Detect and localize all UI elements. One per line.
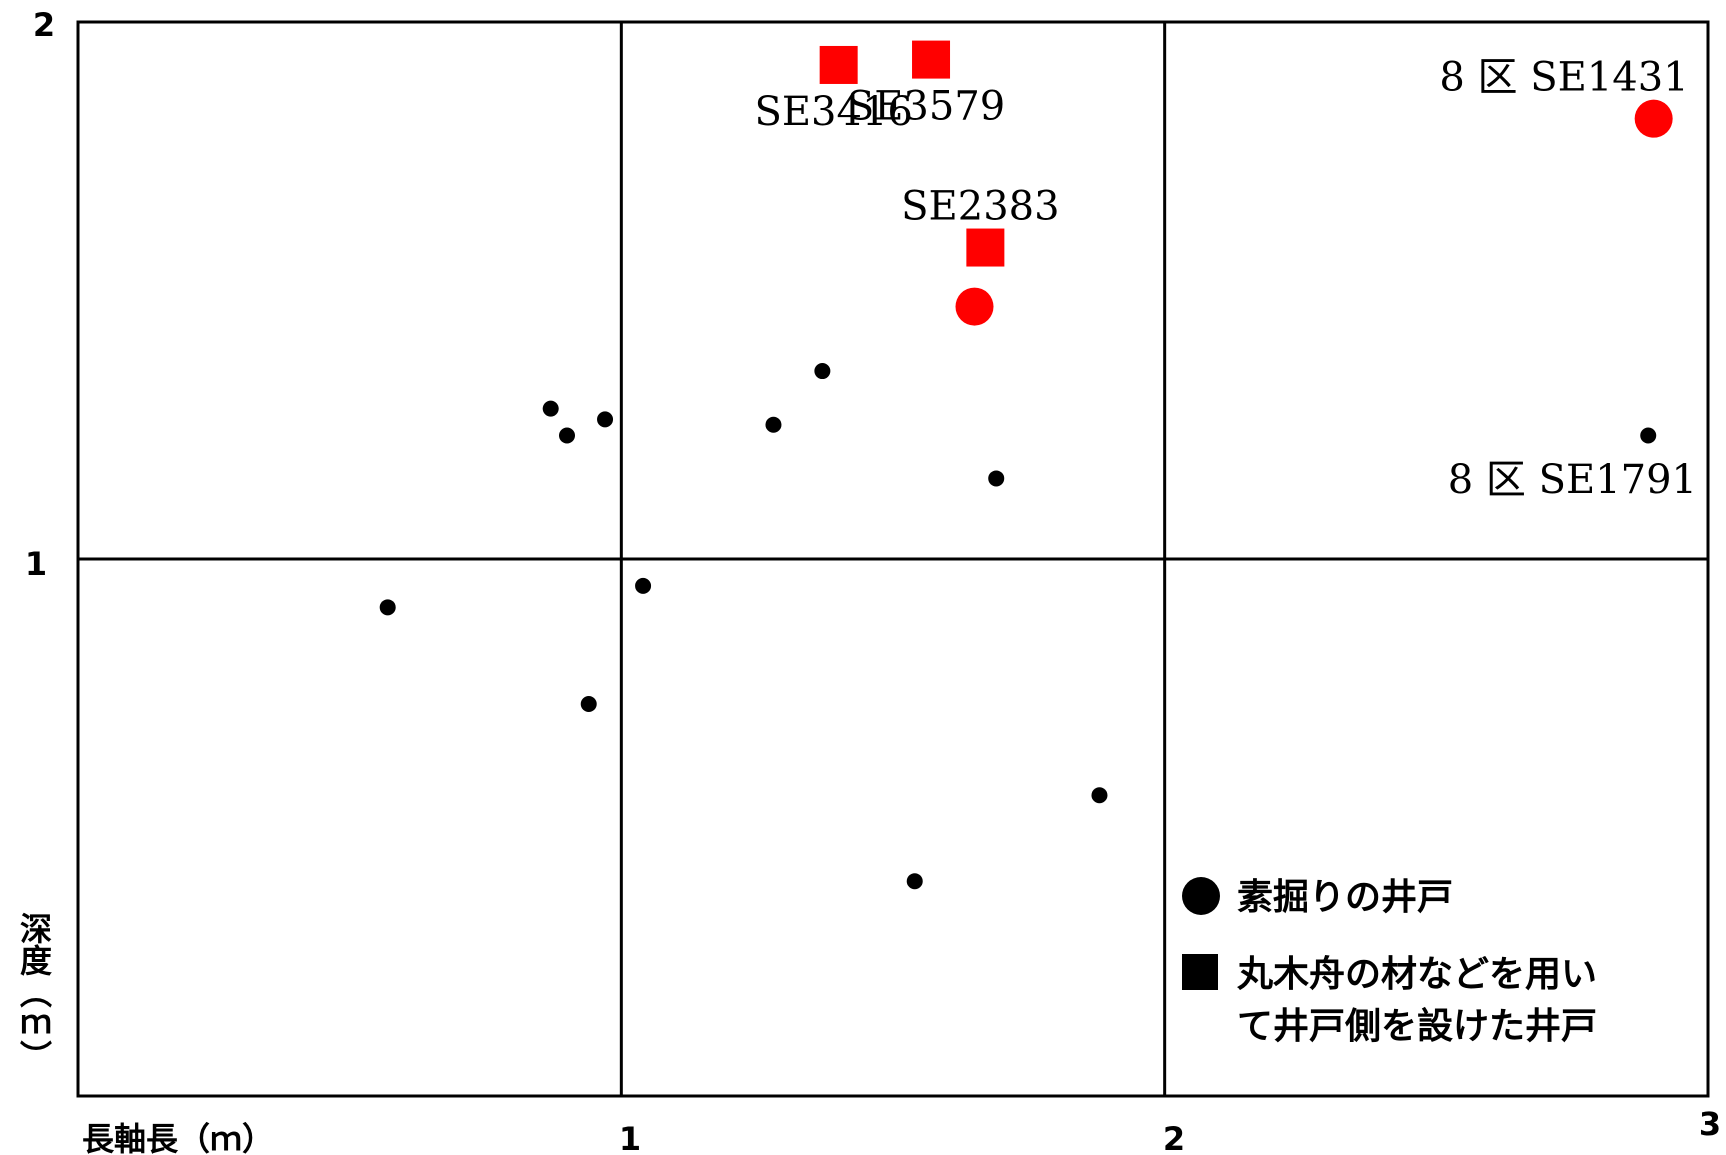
data-point [988, 470, 1005, 487]
annotation-label: 8 区 SE1791 [1448, 457, 1697, 503]
y-tick-label-1: 1 [25, 545, 47, 583]
data-point [1091, 787, 1108, 804]
point-label: SE2383 [901, 184, 1059, 230]
tick-labels: 2 1 1 2 3 [25, 6, 1721, 1155]
data-point-red-circle [1634, 99, 1673, 138]
legend-square-marker [1182, 954, 1218, 990]
data-point [542, 400, 559, 417]
data-point [814, 363, 831, 380]
data-point [906, 873, 923, 890]
point-label: SE3416 [754, 89, 912, 135]
x-axis-title: 長軸長（ｍ） [82, 1120, 274, 1155]
point-label: SE3579 [847, 84, 1005, 130]
data-point [635, 577, 652, 594]
y-axis-title: 深度（ｍ） [15, 912, 53, 1072]
data-point [597, 411, 614, 428]
legend-circle-marker [1182, 877, 1220, 915]
x-tick-label-2: 2 [1163, 1120, 1185, 1155]
data-point [1640, 427, 1657, 444]
y-tick-label-2: 2 [33, 6, 55, 44]
data-point-red-circle [955, 287, 994, 326]
legend-label-square-line1: 丸木舟の材などを用い [1236, 954, 1597, 995]
grid [76, 20, 1710, 1098]
x-tick-label-3: 3 [1699, 1105, 1721, 1143]
data-marks [379, 40, 1673, 890]
data-point [379, 599, 396, 616]
legend-label-circle: 素掘りの井戸 [1237, 877, 1453, 918]
data-point-red-square [819, 45, 858, 84]
data-point [765, 416, 782, 433]
axis-titles: 長軸長（ｍ） 深度（ｍ） [15, 912, 274, 1155]
data-point [580, 695, 597, 712]
data-point [559, 427, 575, 444]
legend-label-square-line2: て井戸側を設けた井戸 [1237, 1006, 1597, 1047]
point-label: 8 区 SE1431 [1439, 55, 1688, 101]
x-tick-label-1: 1 [619, 1120, 641, 1155]
data-point-red-square [912, 40, 951, 79]
legend: 素掘りの井戸 丸木舟の材などを用い て井戸側を設けた井戸 [1182, 877, 1597, 1047]
data-point-red-square [966, 228, 1005, 267]
